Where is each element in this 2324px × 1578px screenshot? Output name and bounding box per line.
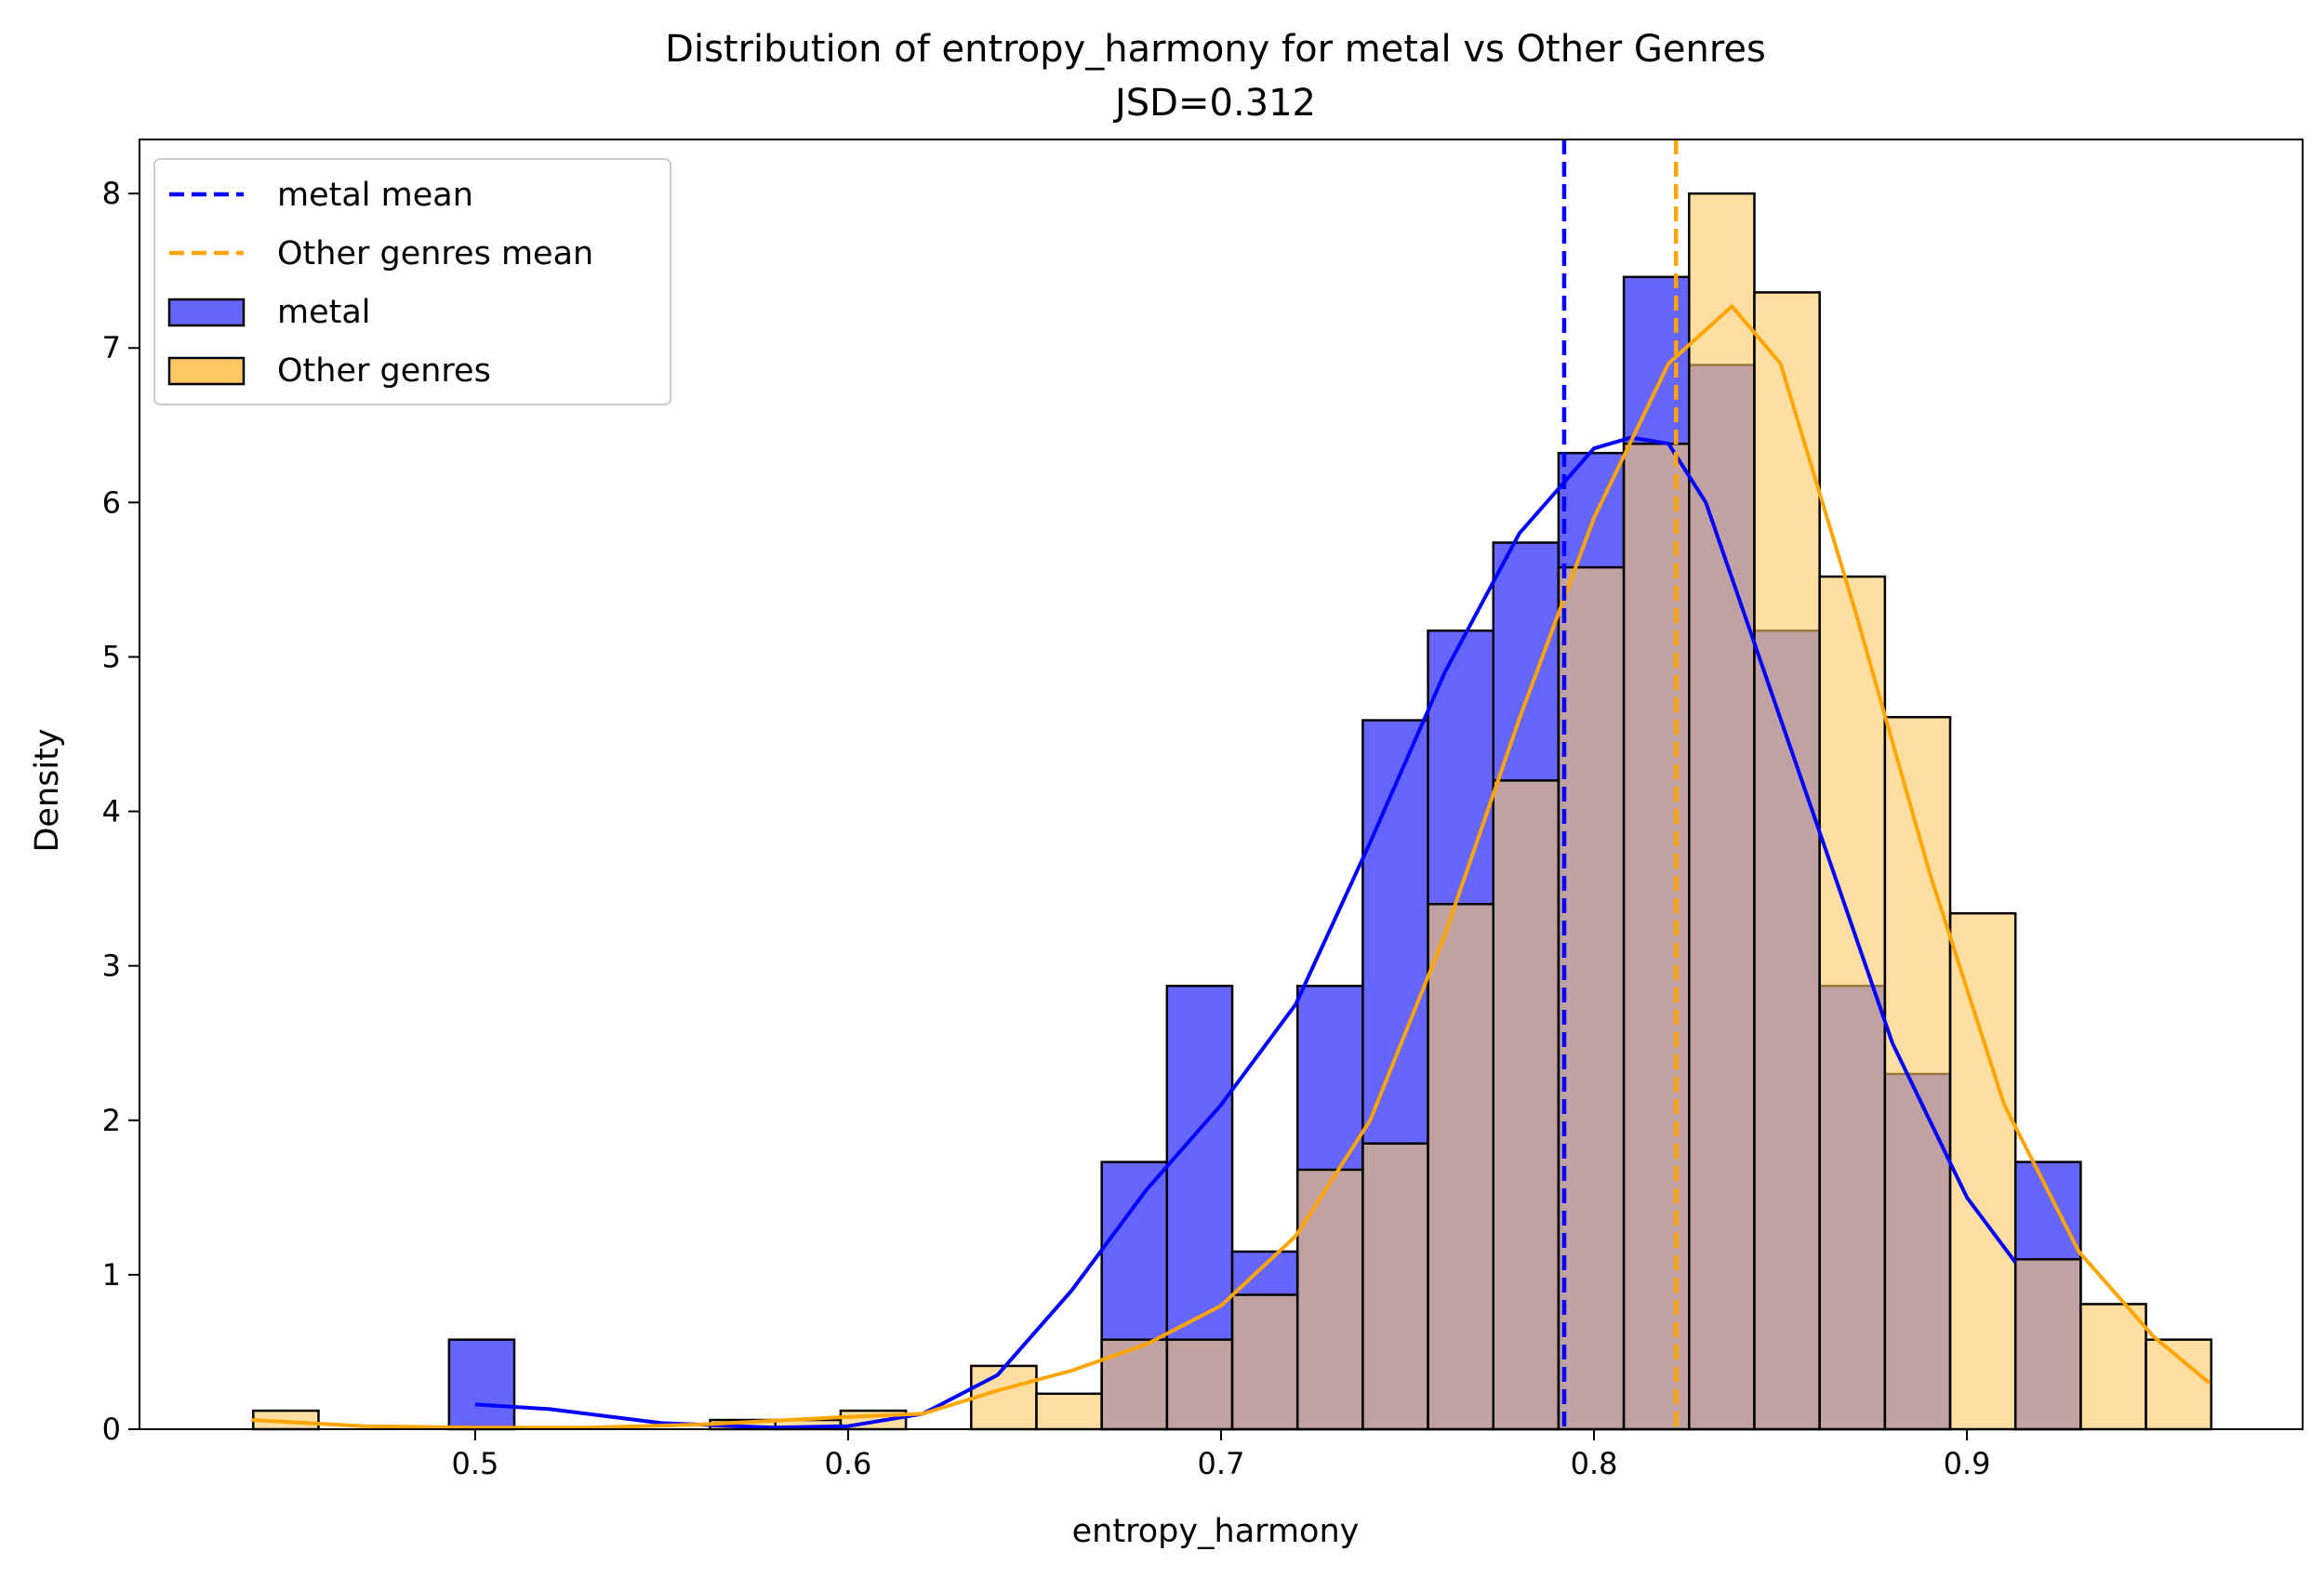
other-genres-bars	[252, 192, 2212, 1431]
other-genres-bar	[2145, 1338, 2212, 1431]
y-tick-label: 6	[102, 484, 121, 520]
kde-curves	[251, 304, 2211, 1430]
other-genres-bar	[1361, 1142, 1429, 1431]
metal-bar	[447, 1338, 516, 1431]
other-genres-bar	[1557, 565, 1626, 1431]
other-genres-bar	[1165, 1338, 1234, 1431]
other-genres-bar	[1948, 911, 2017, 1431]
other-genres-bar	[1230, 1293, 1299, 1431]
chart-subtitle: JSD=0.312	[1112, 82, 1316, 125]
y-tick-label: 7	[102, 330, 121, 365]
other-genres-bar	[1100, 1338, 1169, 1431]
legend-metal-swatch	[167, 298, 246, 327]
mean-lines	[1561, 139, 1679, 1429]
y-tick-label: 3	[102, 948, 121, 984]
y-tick-label: 1	[102, 1257, 121, 1293]
x-tick-label: 0.6	[825, 1446, 872, 1481]
legend-other-genres-mean-label: Other genres mean	[277, 235, 593, 272]
other-genres-bar	[1753, 291, 1821, 1431]
x-tick-label: 0.8	[1571, 1446, 1618, 1481]
x-axis: 0.5 0.6 0.7 0.8 0.9	[451, 1429, 1991, 1481]
legend-other-genres-label: Other genres	[277, 352, 491, 390]
y-tick-label: 0	[102, 1412, 121, 1447]
other-genres-bar	[2013, 1258, 2082, 1431]
y-tick-label: 2	[102, 1103, 121, 1138]
other-genres-kde-line	[251, 304, 2211, 1430]
x-tick-label: 0.9	[1944, 1446, 1991, 1481]
y-tick-label: 5	[102, 639, 121, 674]
other-genres-bar	[1492, 779, 1560, 1431]
y-axis-label: Density	[29, 728, 66, 852]
x-tick-label: 0.7	[1198, 1446, 1245, 1481]
other-genres-bar	[2079, 1303, 2147, 1431]
other-genres-bar	[1295, 1168, 1364, 1431]
other-genres-bar	[1688, 192, 1756, 1431]
legend-box	[153, 158, 671, 405]
other-genres-bar	[1035, 1392, 1103, 1431]
y-tick-label: 4	[102, 794, 121, 829]
y-axis: 0 1 2 3 4 5 6 7 8	[102, 176, 139, 1447]
x-axis-label: entropy_harmony	[1072, 1513, 1360, 1550]
chart-title: Distribution of entropy_harmony for meta…	[665, 28, 1766, 71]
legend-other-genres-swatch	[167, 356, 246, 386]
legend-metal-mean-label: metal mean	[277, 177, 473, 214]
other-genres-bar	[1818, 575, 1887, 1431]
legend: metal mean Other genres mean metal Other ge…	[153, 158, 671, 405]
metal-kde-line	[474, 435, 2017, 1430]
legend-metal-label: metal	[277, 294, 371, 331]
other-genres-bar	[1427, 902, 1495, 1431]
x-tick-label: 0.5	[451, 1446, 498, 1481]
y-tick-label: 8	[102, 176, 121, 211]
other-genres-bar	[1622, 442, 1691, 1431]
